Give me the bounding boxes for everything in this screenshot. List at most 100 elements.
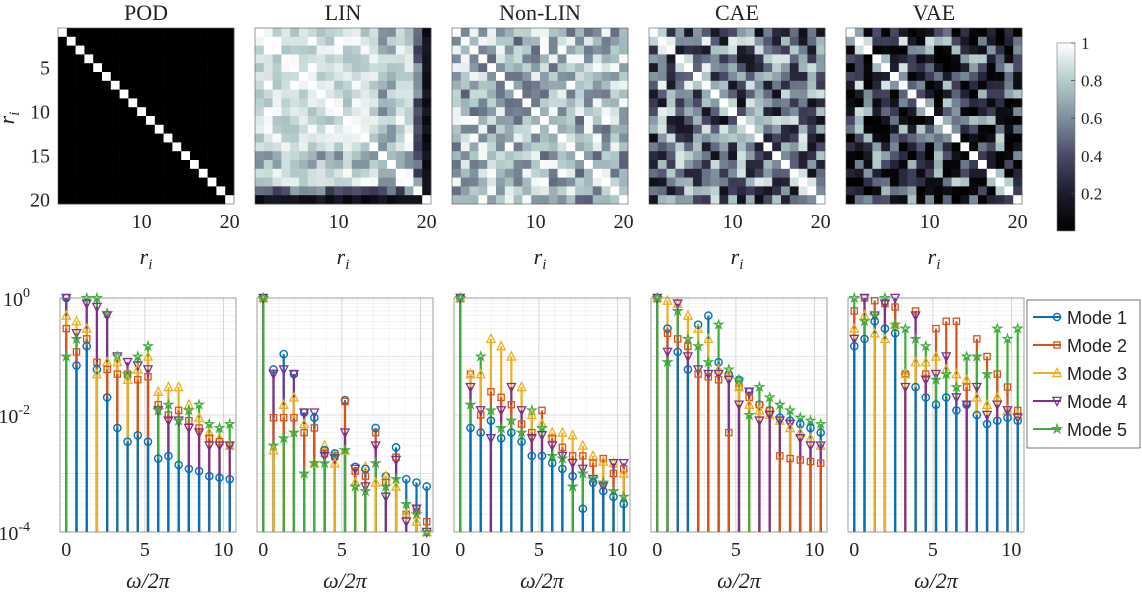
heatmap-cell bbox=[1004, 133, 1014, 143]
heatmap-cell bbox=[816, 116, 826, 126]
x-axis-label: ri bbox=[140, 244, 153, 273]
heatmap-cell bbox=[216, 133, 226, 143]
heatmap-cell bbox=[745, 168, 755, 178]
heatmap-cell bbox=[504, 107, 514, 117]
marker-triangle-up bbox=[557, 426, 568, 437]
heatmap-cell bbox=[934, 107, 944, 117]
heatmap-cell bbox=[460, 72, 470, 82]
heatmap-cell bbox=[334, 28, 344, 38]
heatmap-cell bbox=[969, 168, 979, 178]
heatmap-cell bbox=[478, 168, 488, 178]
y-tick-exponent: 0 bbox=[23, 286, 30, 301]
heatmap-cell bbox=[969, 124, 979, 134]
heatmap-cell bbox=[58, 107, 68, 117]
heatmap-cell bbox=[657, 72, 667, 82]
heatmap-cell bbox=[881, 72, 891, 82]
heatmap-cell bbox=[119, 116, 129, 126]
heatmap-cell bbox=[395, 168, 405, 178]
heatmap-cell bbox=[978, 63, 988, 73]
heatmap-cell bbox=[719, 89, 729, 99]
heatmap-cell bbox=[610, 177, 620, 187]
heatmap-cell bbox=[93, 63, 103, 73]
marker-square bbox=[684, 342, 692, 350]
heatmap-cell bbox=[942, 124, 952, 134]
colorbar-tick-label: 0.6 bbox=[1081, 109, 1102, 128]
heatmap-cell bbox=[649, 107, 659, 117]
heatmap-cell bbox=[281, 28, 291, 38]
heatmap-cell bbox=[172, 151, 182, 161]
heatmap-cell bbox=[119, 89, 129, 99]
heatmap-cell bbox=[1004, 89, 1014, 99]
marker-triangle-down bbox=[81, 299, 92, 310]
heatmap-cell bbox=[119, 72, 129, 82]
heatmap-cell bbox=[422, 107, 432, 117]
heatmap-cell bbox=[58, 142, 68, 152]
heatmap-cell bbox=[369, 116, 379, 126]
heatmap-cell bbox=[343, 45, 353, 55]
heatmap-cell bbox=[693, 89, 703, 99]
heatmap-cell bbox=[66, 142, 76, 152]
heatmap-cell bbox=[649, 80, 659, 90]
heatmap-cell bbox=[719, 160, 729, 170]
heatmap-cell bbox=[413, 116, 423, 126]
heatmap-cell bbox=[1013, 151, 1023, 161]
heatmap-cell bbox=[334, 124, 344, 134]
heatmap-cell bbox=[872, 133, 882, 143]
heatmap-cell bbox=[540, 89, 550, 99]
heatmap-cell bbox=[360, 160, 370, 170]
heatmap-cell bbox=[601, 124, 611, 134]
heatmap-cell bbox=[872, 124, 882, 134]
heatmap-cell bbox=[890, 168, 900, 178]
marker-star bbox=[287, 426, 301, 438]
heatmap-cell bbox=[978, 186, 988, 196]
heatmap-cell bbox=[351, 107, 361, 117]
heatmap-cell bbox=[93, 80, 103, 90]
heatmap-cell bbox=[404, 63, 414, 73]
heatmap-cell bbox=[872, 45, 882, 55]
marker-triangle-down bbox=[849, 334, 860, 345]
heatmap-cell bbox=[487, 186, 497, 196]
heatmap-cell bbox=[978, 168, 988, 178]
marker-triangle-up bbox=[91, 368, 103, 379]
marker-triangle-down bbox=[703, 369, 714, 381]
heatmap-cell bbox=[649, 36, 659, 46]
heatmap-cell bbox=[325, 63, 335, 73]
heatmap-cell bbox=[986, 36, 996, 46]
heatmap-cell bbox=[263, 45, 273, 55]
heatmap-cell bbox=[846, 28, 856, 38]
heatmap-cell bbox=[969, 36, 979, 46]
heatmap-cell bbox=[951, 160, 961, 170]
heatmap-cell bbox=[934, 124, 944, 134]
heatmap-cell bbox=[522, 186, 532, 196]
heatmap-cell bbox=[469, 89, 479, 99]
y-tick-label: 10-2 bbox=[0, 403, 30, 428]
heatmap-cell bbox=[207, 142, 217, 152]
heatmap-cell bbox=[675, 72, 685, 82]
x-tick-label: 5 bbox=[731, 539, 741, 561]
heatmap-cell bbox=[584, 195, 594, 205]
heatmap-cell bbox=[272, 89, 282, 99]
heatmap-cell bbox=[666, 63, 676, 73]
x-tick-label: 5 bbox=[534, 539, 544, 561]
heatmap-cell bbox=[216, 160, 226, 170]
heatmap-cell bbox=[325, 186, 335, 196]
heatmap-cell bbox=[369, 72, 379, 82]
marker-square bbox=[714, 376, 723, 384]
heatmap-cell bbox=[360, 80, 370, 90]
heatmap-cell bbox=[701, 160, 711, 170]
heatmap-cell bbox=[907, 54, 917, 64]
heatmap-cell bbox=[881, 116, 891, 126]
heatmap-cell bbox=[198, 45, 208, 55]
heatmap-cell bbox=[163, 168, 173, 178]
heatmap-cell bbox=[995, 124, 1005, 134]
heatmap-cell bbox=[207, 186, 217, 196]
marker-star bbox=[651, 291, 664, 304]
heatmap-cell bbox=[584, 107, 594, 117]
heatmap-cell bbox=[916, 186, 926, 196]
heatmap-cell bbox=[772, 186, 782, 196]
heatmap-cell bbox=[496, 124, 506, 134]
heatmap-cell bbox=[207, 124, 217, 134]
heatmap-cell bbox=[146, 160, 156, 170]
heatmap-cell bbox=[772, 142, 782, 152]
heatmap-cell bbox=[881, 63, 891, 73]
